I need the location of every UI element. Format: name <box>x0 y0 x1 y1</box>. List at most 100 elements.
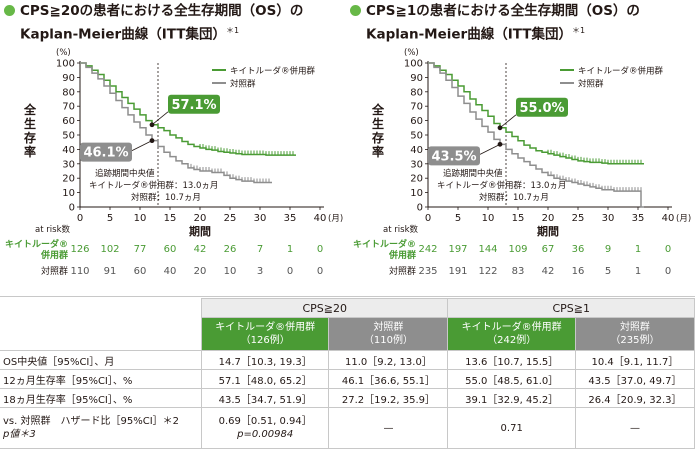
at-risk-control-value: 191 <box>448 266 467 277</box>
at-risk-control-value: 5 <box>605 266 611 277</box>
results-table: CPS≧20 CPS≧1 キイトルーダ®併用群 （126例） 対照群 （110例） … <box>0 298 695 449</box>
chart-title-cps1: CPS≧1の患者における全生存期間（OS）の Kaplan-Meier曲線（IT… <box>350 2 640 45</box>
at-risk-keytruda-value: 242 <box>418 244 437 255</box>
table-cell: 10.4［9.1, 11.7］ <box>574 350 695 370</box>
at-risk-control-value: 0 <box>287 266 293 277</box>
y-tick-label: 10 <box>62 188 75 199</box>
at-risk-control-value: 60 <box>134 266 147 277</box>
table-row: 18ヵ月生存率［95%CI］、% 43.5［34.7, 51.9］ 27.2［1… <box>0 388 695 408</box>
y-tick-label: 60 <box>62 116 75 127</box>
y-unit: (%) <box>56 48 71 58</box>
y-tick-label: 70 <box>410 102 423 113</box>
at-risk-keytruda-value: 36 <box>572 244 585 255</box>
y-axis-label-char: 全 <box>23 102 37 117</box>
footnote-mark: ＊1 <box>225 26 240 35</box>
footnote-mark: ＊1 <box>571 26 586 35</box>
y-tick-label: 0 <box>417 203 423 214</box>
title-line2: Kaplan-Meier曲線（ITT集団） <box>20 26 226 43</box>
row-label: 18ヵ月生存率［95%CI］、% <box>0 388 202 408</box>
at-risk-control-value: 83 <box>512 266 525 277</box>
legend-control: 対照群 <box>230 79 256 90</box>
followup-control: 対照群：10.7ヵ月 <box>479 192 549 203</box>
label-box <box>516 97 568 117</box>
x-unit: (月) <box>676 214 691 224</box>
x-unit: (月) <box>328 214 343 224</box>
y-tick-label: 80 <box>410 87 423 98</box>
y-tick-label: 20 <box>410 174 423 185</box>
label-keytruda-12m: 57.1% <box>171 98 216 113</box>
at-risk-keytruda-value: 197 <box>448 244 467 255</box>
at-risk-control-value: 91 <box>104 266 117 277</box>
label-leader <box>131 140 153 151</box>
at-risk-label: at risk数 <box>383 224 418 235</box>
at-risk-keytruda-value: 109 <box>508 244 527 255</box>
y-tick-label: 10 <box>410 188 423 199</box>
at-risk-keytruda-value: 144 <box>478 244 497 255</box>
divider <box>0 296 695 297</box>
table-cell: 43.5［34.7, 51.9］ <box>200 388 330 408</box>
at-risk-keytruda-value: 77 <box>134 244 147 255</box>
row-label: 12ヵ月生存率［95%CI］、% <box>0 369 202 389</box>
x-axis-label: 期間 <box>189 224 211 238</box>
table-header-row: キイトルーダ®併用群 （126例） 対照群 （110例） キイトルーダ®併用群 （24… <box>0 317 695 351</box>
at-risk-control-label: 対照群 <box>41 265 68 277</box>
at-risk-keytruda-value: 0 <box>665 244 671 255</box>
y-tick-label: 50 <box>62 131 75 142</box>
followup-keytruda: キイトルーダ®併用群：13.0ヵ月 <box>437 180 566 191</box>
at-risk-control-value: 235 <box>418 266 437 277</box>
at-risk-keytruda-value: 42 <box>194 244 207 255</box>
x-tick-label: 15 <box>512 213 525 224</box>
at-risk-keytruda-value: 67 <box>542 244 555 255</box>
table-row: 12ヵ月生存率［95%CI］、% 57.1［48.0, 65.2］ 46.1［3… <box>0 369 695 389</box>
y-tick-label: 50 <box>410 131 423 142</box>
col-header-keytruda-cps20: キイトルーダ®併用群 （126例） <box>200 317 330 351</box>
y-tick-label: 20 <box>62 174 75 185</box>
at-risk-control-value: 110 <box>70 266 89 277</box>
x-tick-label: 20 <box>194 213 207 224</box>
label-box <box>428 146 480 166</box>
label-box <box>80 142 132 162</box>
at-risk-keytruda-value: 9 <box>605 244 611 255</box>
y-axis-label-char: 生 <box>24 116 36 131</box>
x-tick-label: 5 <box>455 213 461 224</box>
y-tick-label: 90 <box>62 73 75 84</box>
at-risk-control-value: 10 <box>224 266 237 277</box>
group-header-cps1: CPS≧1 <box>447 298 695 318</box>
x-tick-label: 25 <box>224 213 237 224</box>
table-cell: 46.1［36.6, 55.1］ <box>328 369 449 389</box>
at-risk-keytruda-value: 1 <box>287 244 293 255</box>
y-axis-label-char: 率 <box>372 144 384 159</box>
at-risk-keytruda-label: 併用群 <box>388 249 416 261</box>
label-box <box>168 94 220 114</box>
at-risk-keytruda-value: 0 <box>317 244 323 255</box>
y-tick-label: 0 <box>69 203 75 214</box>
col-header-keytruda-cps1: キイトルーダ®併用群 （242例） <box>447 317 576 351</box>
y-tick-label: 70 <box>62 102 75 113</box>
x-tick-label: 20 <box>542 213 555 224</box>
label-control-12m: 46.1% <box>83 146 128 161</box>
y-axis-label-char: 全 <box>371 102 385 117</box>
table-cell: 57.1［48.0, 65.2］ <box>200 369 330 389</box>
x-tick-label: 25 <box>572 213 585 224</box>
x-tick-label: 5 <box>107 213 113 224</box>
at-risk-keytruda-value: 1 <box>635 244 641 255</box>
at-risk-control-value: 122 <box>478 266 497 277</box>
y-tick-label: 80 <box>62 87 75 98</box>
point-12m <box>497 141 503 147</box>
series-line <box>428 62 644 208</box>
table-group-row: CPS≧20 CPS≧1 <box>0 298 695 318</box>
col-header-control-cps20: 対照群 （110例） <box>328 317 449 351</box>
x-tick-label: 35 <box>632 213 645 224</box>
x-tick-label: 0 <box>425 213 431 224</box>
x-tick-label: 10 <box>482 213 495 224</box>
table-cell: — <box>574 407 695 449</box>
y-axis-label-char: 存 <box>23 130 36 145</box>
table-row: vs. 対照群 ハザード比［95%CI］＊2 p値＊3 0.69［0.51, 0.… <box>0 407 695 449</box>
y-tick-label: 100 <box>56 59 75 70</box>
y-tick-label: 100 <box>404 59 423 70</box>
x-tick-label: 35 <box>284 213 297 224</box>
y-tick-label: 60 <box>410 116 423 127</box>
table-cell: 27.2［19.2, 35.9］ <box>328 388 449 408</box>
label-control-12m: 43.5% <box>431 149 476 164</box>
